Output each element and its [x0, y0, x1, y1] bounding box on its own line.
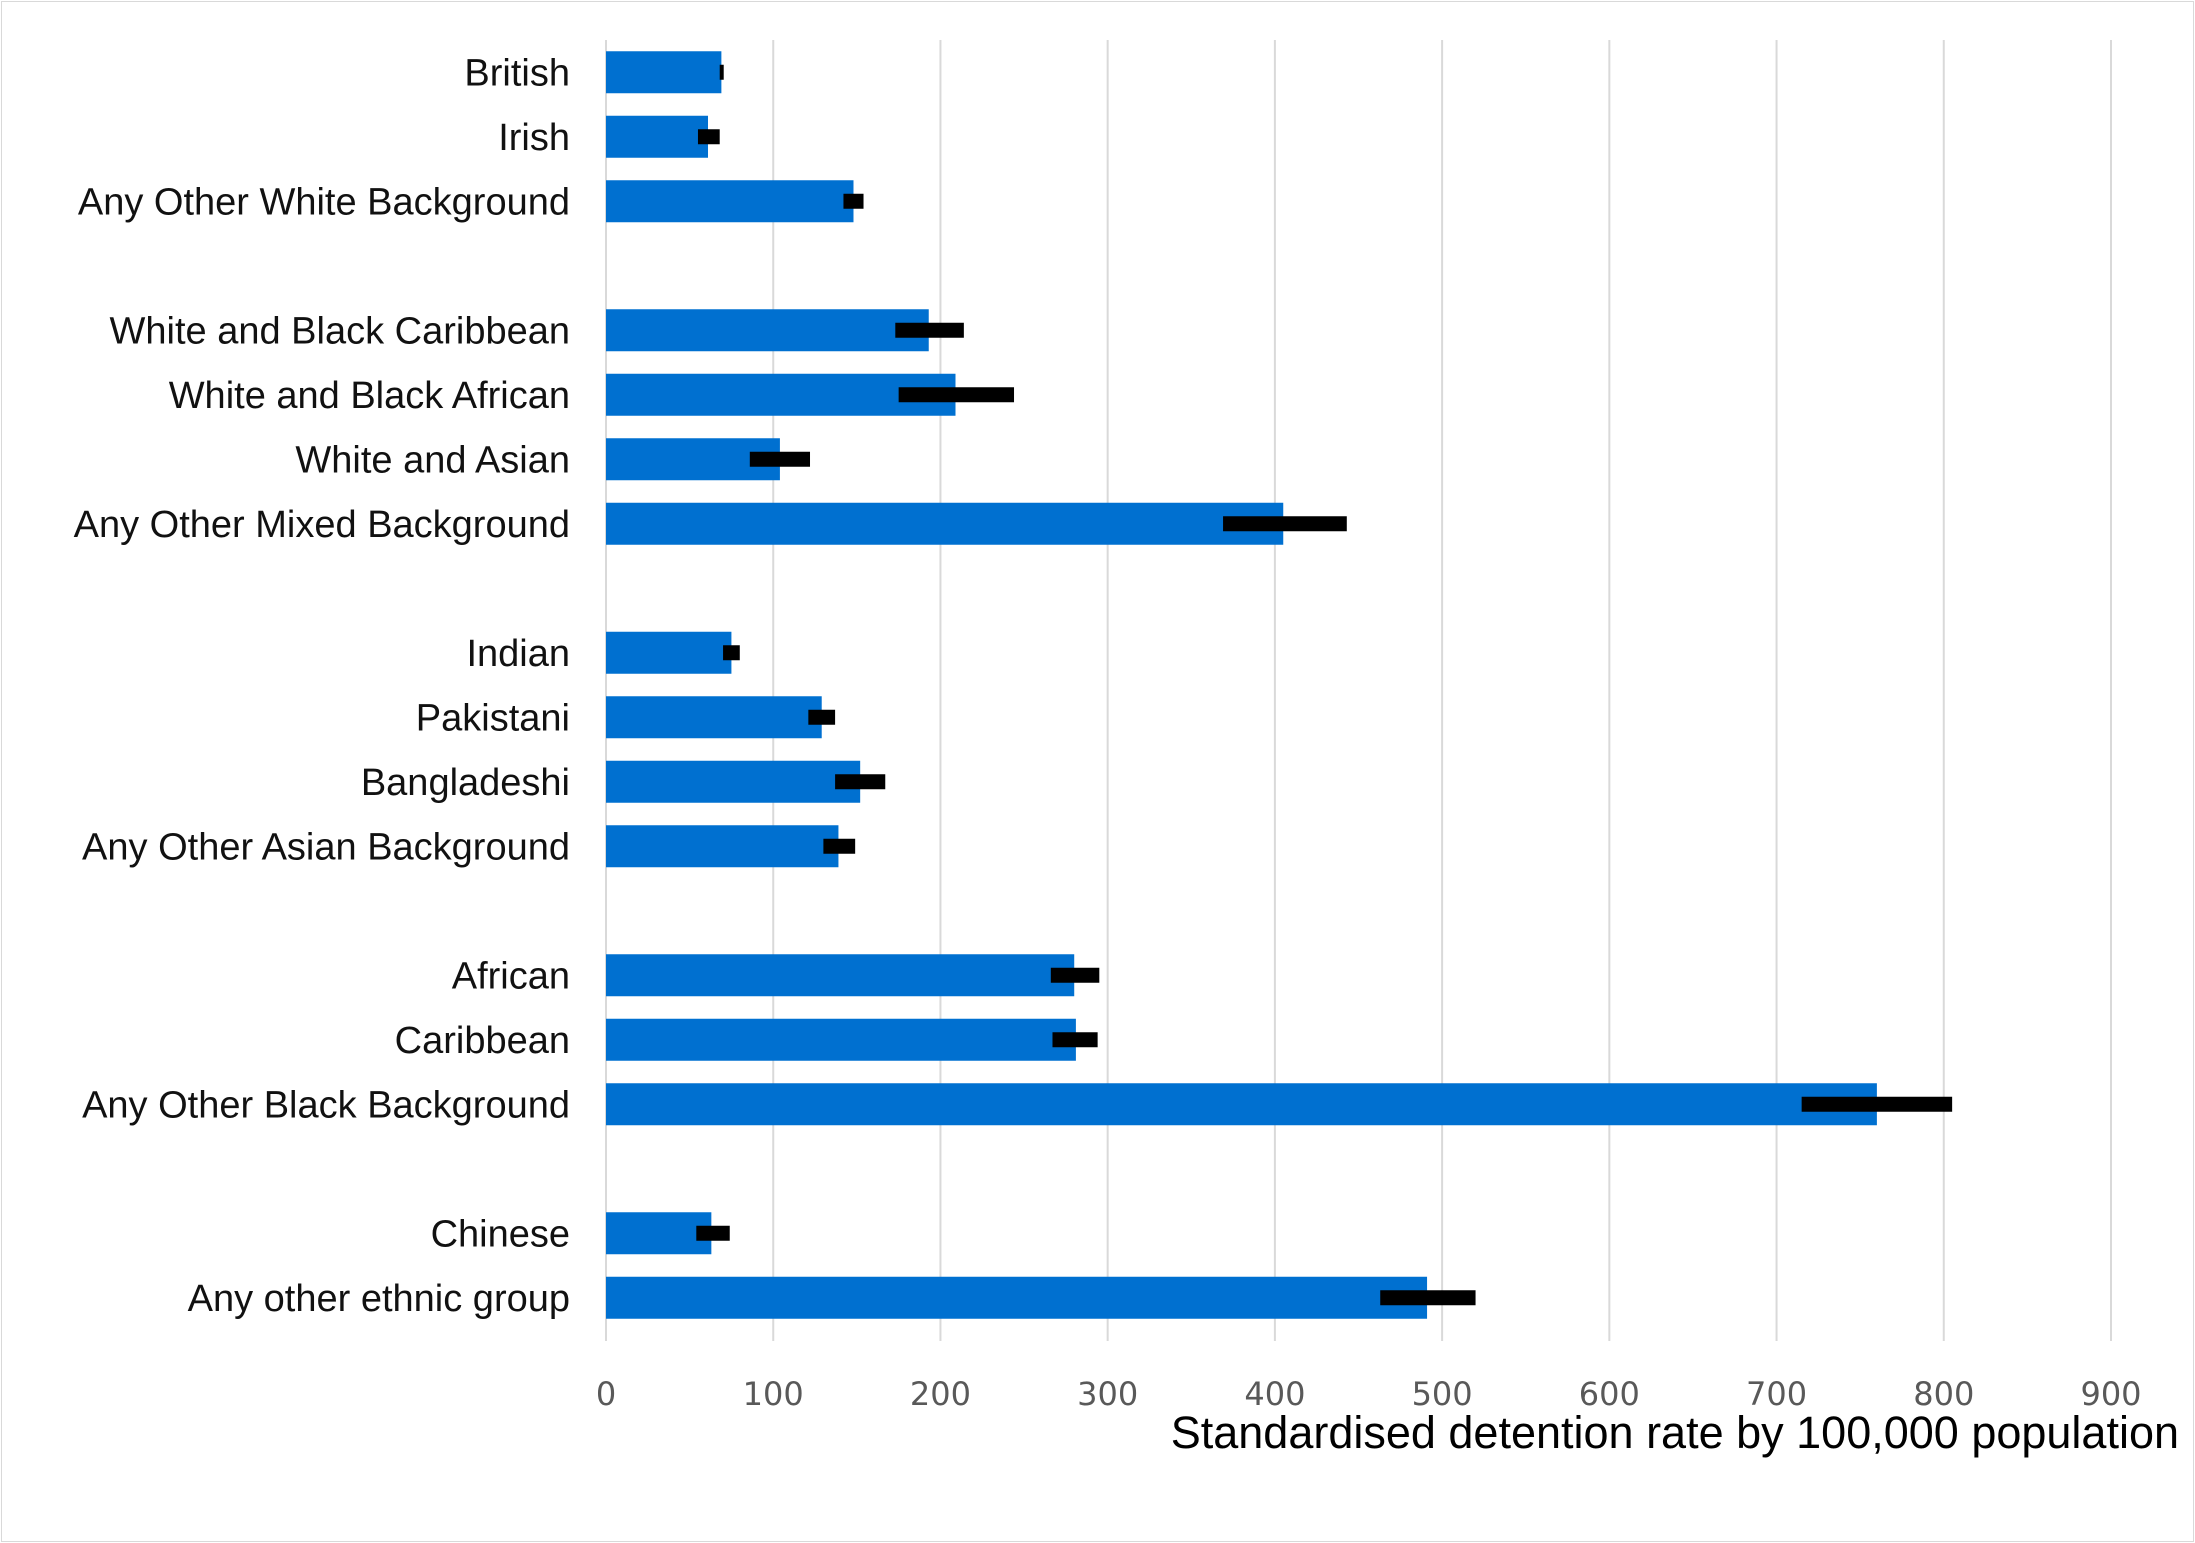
category-label-chinese: Chinese: [431, 1213, 570, 1255]
category-label-british: British: [464, 52, 570, 94]
x-tick-label-400: 400: [1244, 1375, 1305, 1413]
error-bar-any-other-white-background: [843, 193, 864, 209]
x-tick-label-100: 100: [743, 1375, 804, 1413]
x-tick-label-600: 600: [1579, 1375, 1640, 1413]
category-label-any-other-ethnic-group: Any other ethnic group: [188, 1278, 570, 1320]
bar-any-other-white-background: [606, 180, 854, 223]
error-bar-caribbean: [1052, 1032, 1098, 1048]
category-label-any-other-black-background: Any Other Black Background: [82, 1084, 570, 1126]
x-tick-label-800: 800: [1913, 1375, 1974, 1413]
category-label-african: African: [452, 955, 570, 997]
category-label-any-other-asian-background: Any Other Asian Background: [82, 826, 570, 868]
bar-caribbean: [606, 1018, 1076, 1061]
category-label-any-other-mixed-background: Any Other Mixed Background: [74, 504, 570, 546]
bar-pakistani: [606, 696, 822, 739]
bar-white-and-black-african: [606, 373, 956, 416]
error-bar-british: [719, 64, 724, 80]
category-label-white-and-black-african: White and Black African: [169, 375, 570, 417]
x-tick-label-700: 700: [1746, 1375, 1807, 1413]
bar-irish: [606, 115, 709, 158]
category-label-caribbean: Caribbean: [395, 1020, 570, 1062]
bar-british: [606, 51, 722, 94]
bar-african: [606, 954, 1075, 997]
error-bar-white-and-black-caribbean: [895, 322, 964, 338]
x-axis-title: Standardised detention rate by 100,000 p…: [1171, 1407, 2179, 1458]
bar-indian: [606, 631, 732, 674]
category-label-indian: Indian: [466, 633, 570, 675]
error-bar-bangladeshi: [835, 774, 886, 790]
error-bar-african: [1050, 967, 1100, 983]
error-bar-any-other-mixed-background: [1223, 516, 1347, 532]
x-tick-labels: 0 100 200 300 400 500 600 700 800 900: [596, 1375, 2142, 1413]
category-labels: British Irish Any Other White Background Wh…: [74, 52, 570, 1320]
bar-white-and-black-caribbean: [606, 309, 929, 352]
bar-any-other-asian-background: [606, 825, 839, 868]
category-label-white-and-asian: White and Asian: [295, 439, 570, 481]
bar-bangladeshi: [606, 760, 861, 803]
bar-any-other-ethnic-group: [606, 1276, 1428, 1319]
error-bar-any-other-black-background: [1801, 1096, 1953, 1112]
error-bar-pakistani: [808, 709, 836, 725]
error-bar-white-and-black-african: [898, 387, 1015, 403]
bars: [606, 51, 1877, 1319]
category-label-pakistani: Pakistani: [416, 697, 570, 739]
bar-any-other-mixed-background: [606, 502, 1284, 545]
error-bar-irish: [697, 129, 720, 145]
error-bar-indian: [723, 645, 740, 661]
error-bar-white-and-asian: [749, 451, 811, 467]
error-bars: [696, 64, 1953, 1306]
x-tick-label-200: 200: [910, 1375, 971, 1413]
x-tick-label-900: 900: [2080, 1375, 2141, 1413]
x-tick-label-300: 300: [1077, 1375, 1138, 1413]
category-label-irish: Irish: [498, 117, 570, 159]
bar-chinese: [606, 1212, 712, 1255]
error-bar-any-other-asian-background: [823, 838, 856, 854]
gridlines: [605, 40, 2112, 1341]
category-label-any-other-white-background: Any Other White Background: [78, 181, 570, 223]
error-bar-any-other-ethnic-group: [1380, 1290, 1476, 1306]
category-label-bangladeshi: Bangladeshi: [361, 762, 570, 804]
bar-any-other-black-background: [606, 1083, 1877, 1126]
x-tick-label-0: 0: [596, 1375, 616, 1413]
category-label-white-and-black-caribbean: White and Black Caribbean: [110, 310, 570, 352]
error-bar-chinese: [696, 1225, 730, 1241]
x-tick-label-500: 500: [1412, 1375, 1473, 1413]
